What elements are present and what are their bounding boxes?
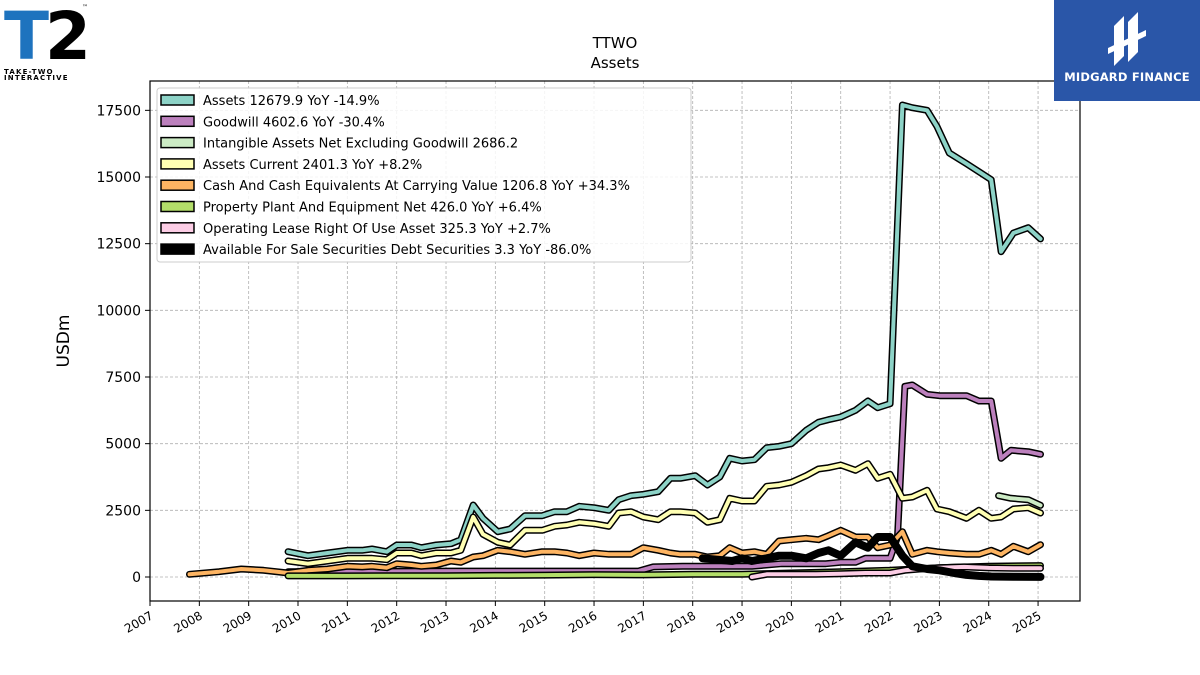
series-cash-and-cash-equivalents-at-carrying-value-line (187, 528, 1043, 577)
x-tick-label: 2007 (122, 608, 155, 635)
legend-box (156, 87, 692, 263)
x-tick-label: 2025 (1010, 608, 1043, 635)
legend-swatch (160, 136, 195, 149)
y-tick-label: 10000 (96, 303, 141, 319)
chart-title: TTWO (592, 34, 638, 52)
series-assets-current-line (286, 461, 1043, 566)
y-tick-label: 5000 (105, 437, 141, 453)
series-operating-lease-right-of-use-asset-line (749, 564, 1043, 579)
y-tick-label: 12500 (96, 237, 141, 253)
series-group (186, 101, 1045, 581)
midgard-emblem-icon (1108, 12, 1146, 66)
legend-swatch (160, 200, 195, 213)
chart-subtitle: Assets (591, 54, 640, 72)
x-tick-label: 2020 (763, 608, 796, 635)
take-two-logo: T2 TAKE-TWO INTERACTIVE ™ (4, 0, 91, 83)
legend-label: Goodwill 4602.6 YoY -30.4% (203, 115, 385, 130)
legend-swatch (160, 115, 195, 128)
x-tick-label: 2014 (467, 608, 500, 635)
legend-swatch (160, 222, 195, 234)
legend-label: Cash And Cash Equivalents At Carrying Va… (203, 179, 630, 194)
plot-frame (149, 80, 1081, 602)
x-tick-label: 2012 (369, 608, 402, 635)
legend-label: Assets 12679.9 YoY -14.9% (203, 94, 380, 109)
legend-label: Assets Current 2401.3 YoY +8.2% (203, 158, 422, 173)
legend-label: Property Plant And Equipment Net 426.0 Y… (203, 201, 542, 216)
legend: Assets 12679.9 YoY -14.9% Goodwill 4602.6… (156, 87, 692, 263)
take-two-logo-line2: INTERACTIVE (4, 74, 69, 82)
x-tick-label: 2023 (911, 608, 944, 635)
series-intangible-assets-net-excluding-goodwill-line (996, 493, 1043, 508)
x-tick-label: 2019 (714, 608, 747, 635)
y-tick-label: 0 (132, 570, 141, 586)
x-tick-label: 2021 (813, 608, 846, 635)
legend-label: Available For Sale Securities Debt Secur… (203, 243, 591, 258)
legend-label: Intangible Assets Net Excluding Goodwill… (203, 137, 518, 152)
x-tick-label: 2017 (615, 608, 648, 635)
x-tick-label: 2011 (319, 608, 352, 635)
x-tick-label: 2008 (171, 608, 204, 635)
x-tick-label: 2018 (665, 608, 698, 635)
legend-swatch (160, 179, 195, 191)
legend-swatch (160, 243, 195, 255)
y-tick-label: 15000 (96, 170, 141, 186)
series-available-for-sale-securities-debt-securities-line (698, 533, 1045, 581)
y-tick-label: 17500 (96, 103, 141, 119)
y-tick-label: 2500 (105, 503, 141, 519)
legend-label: Operating Lease Right Of Use Asset 325.3… (203, 222, 551, 237)
axis-ticks: 2007 2008 2009 2010 2011 2012 2013 2014 2015 2016… (96, 103, 1043, 636)
x-tick-label: 2010 (270, 608, 303, 635)
y-axis-label: USDm (54, 315, 74, 368)
trademark-symbol: ™ (82, 4, 88, 11)
take-two-logo-line1: TAKE-TWO (4, 68, 54, 76)
x-tick-label: 2024 (961, 608, 994, 635)
series-goodwill-line (286, 383, 1043, 574)
y-tick-label: 7500 (105, 370, 141, 386)
series-assets-line (286, 103, 1043, 558)
legend-swatch (160, 158, 195, 170)
x-tick-label: 2009 (221, 608, 254, 635)
x-tick-label: 2015 (517, 608, 550, 635)
legend-swatch (160, 94, 195, 106)
midgard-finance-text: MIDGARD FINANCE (1064, 70, 1190, 84)
x-tick-label: 2016 (566, 608, 599, 635)
midgard-finance-logo: MIDGARD FINANCE (1054, 0, 1200, 101)
x-tick-label: 2022 (862, 608, 895, 635)
x-tick-label: 2013 (418, 608, 451, 635)
